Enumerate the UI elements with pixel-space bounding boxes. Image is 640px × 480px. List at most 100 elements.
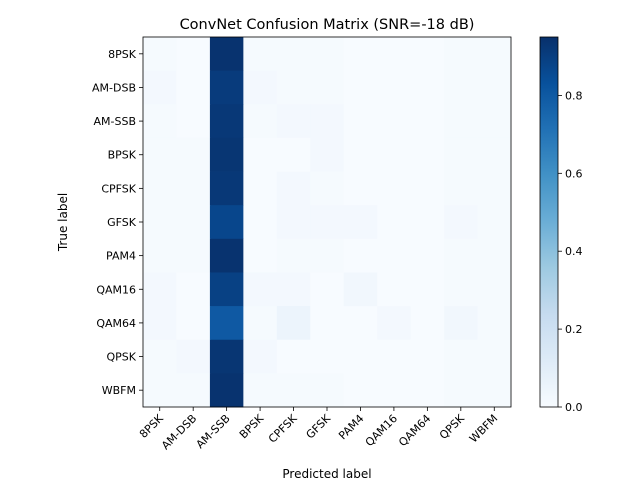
- heatmap-cell-CPFSK-QAM64: [410, 171, 445, 206]
- y-tick-label: AM-DSB: [92, 81, 136, 94]
- heatmap-cell-AM-DSB-QPSK: [444, 70, 478, 105]
- heatmap-cell-AM-SSB-AM-DSB: [176, 104, 211, 139]
- heatmap-cell-QAM64-GFSK: [310, 306, 345, 341]
- heatmap-cell-PAM4-PAM4: [343, 238, 378, 273]
- heatmap-cell-AM-DSB-AM-SSB: [209, 70, 244, 105]
- y-axis-label: True label: [56, 193, 70, 252]
- heatmap-cell-BPSK-AM-DSB: [176, 137, 211, 172]
- y-tick-label: CPFSK: [101, 182, 136, 195]
- heatmap-cell-AM-SSB-BPSK: [243, 104, 278, 139]
- y-tick-label: AM-SSB: [94, 115, 137, 128]
- heatmap-cell-BPSK-QAM16: [377, 137, 412, 172]
- heatmap-cell-AM-SSB-8PSK: [143, 104, 177, 139]
- heatmap-cell-PAM4-CPFSK: [276, 238, 311, 273]
- heatmap-cell-QPSK-GFSK: [310, 339, 345, 374]
- heatmap-cell-AM-SSB-CPFSK: [276, 104, 311, 139]
- heatmap-cell-QPSK-AM-DSB: [176, 339, 211, 374]
- heatmap-cell-QAM16-AM-SSB: [209, 272, 244, 307]
- heatmap-cell-QAM16-PAM4: [343, 272, 378, 307]
- heatmap-cell-8PSK-BPSK: [243, 37, 278, 72]
- heatmap-cell-QPSK-8PSK: [143, 339, 177, 374]
- heatmap-cell-QAM64-QAM16: [377, 306, 412, 341]
- heatmap-cell-GFSK-WBFM: [477, 205, 512, 240]
- heatmap-cell-8PSK-GFSK: [310, 37, 345, 72]
- heatmap-cell-QAM64-QPSK: [444, 306, 478, 341]
- x-tick-label: WBFM: [467, 412, 500, 445]
- heatmap-cell-BPSK-BPSK: [243, 137, 278, 172]
- heatmap-cell-CPFSK-BPSK: [243, 171, 278, 206]
- y-tick-label: WBFM: [102, 384, 136, 397]
- x-tick-label: QAM64: [396, 412, 433, 449]
- heatmap-cell-CPFSK-PAM4: [343, 171, 378, 206]
- heatmap-cell-AM-SSB-QAM16: [377, 104, 412, 139]
- heatmap-cell-WBFM-GFSK: [310, 373, 345, 408]
- heatmap-cell-CPFSK-AM-DSB: [176, 171, 211, 206]
- heatmap-cell-8PSK-QPSK: [444, 37, 478, 72]
- x-tick-label: CPFSK: [266, 411, 300, 445]
- heatmap-cell-PAM4-QAM64: [410, 238, 445, 273]
- heatmap-cell-AM-DSB-QAM16: [377, 70, 412, 105]
- heatmap-cell-QAM64-PAM4: [343, 306, 378, 341]
- heatmap-cell-GFSK-GFSK: [310, 205, 345, 240]
- y-tick-label: QAM16: [96, 283, 136, 296]
- heatmap-cell-QPSK-QPSK: [444, 339, 478, 374]
- heatmap-cell-BPSK-QAM64: [410, 137, 445, 172]
- heatmap-cell-QAM16-8PSK: [143, 272, 177, 307]
- heatmap-cell-PAM4-AM-SSB: [209, 238, 244, 273]
- heatmap-cell-AM-SSB-AM-SSB: [209, 104, 244, 139]
- x-tick-label: QPSK: [437, 411, 468, 442]
- heatmap-cell-AM-DSB-WBFM: [477, 70, 512, 105]
- heatmap-cell-QAM64-AM-SSB: [209, 306, 244, 341]
- heatmap-cell-AM-DSB-PAM4: [343, 70, 378, 105]
- heatmap-cell-CPFSK-GFSK: [310, 171, 345, 206]
- heatmap-cell-AM-SSB-WBFM: [477, 104, 512, 139]
- heatmap-cell-CPFSK-WBFM: [477, 171, 512, 206]
- x-tick-label: BPSK: [237, 411, 267, 441]
- heatmap-cell-QAM64-CPFSK: [276, 306, 311, 341]
- colorbar-tick-label: 0.0: [565, 401, 583, 414]
- heatmap-cell-AM-SSB-PAM4: [343, 104, 378, 139]
- colorbar-tick-label: 0.4: [565, 245, 583, 258]
- heatmap-cell-QAM64-BPSK: [243, 306, 278, 341]
- heatmap-cell-WBFM-QAM64: [410, 373, 445, 408]
- heatmap-cell-WBFM-AM-DSB: [176, 373, 211, 408]
- y-tick-label: PAM4: [106, 250, 136, 263]
- heatmap-cell-GFSK-QAM16: [377, 205, 412, 240]
- y-axis-ticks: 8PSK AM-DSB AM-SSB BPSK CPFSK GFSK PAM4 QAM16 QA…: [92, 48, 143, 397]
- heatmap-cell-GFSK-AM-SSB: [209, 205, 244, 240]
- heatmap-cell-QAM16-QAM64: [410, 272, 445, 307]
- heatmap-cell-AM-SSB-GFSK: [310, 104, 345, 139]
- heatmap-cell-QPSK-AM-SSB: [209, 339, 244, 374]
- heatmap-cell-AM-DSB-8PSK: [143, 70, 177, 105]
- heatmap-cell-8PSK-CPFSK: [276, 37, 311, 72]
- heatmap-cell-8PSK-QAM64: [410, 37, 445, 72]
- heatmap-cell-QAM16-CPFSK: [276, 272, 311, 307]
- heatmap-cell-PAM4-AM-DSB: [176, 238, 211, 273]
- heatmap-cell-BPSK-PAM4: [343, 137, 378, 172]
- heatmap-cell-8PSK-AM-SSB: [209, 37, 244, 72]
- heatmap-cell-GFSK-QAM64: [410, 205, 445, 240]
- colorbar: [539, 36, 559, 408]
- heatmap-cell-8PSK-PAM4: [343, 37, 378, 72]
- y-tick-label: GFSK: [107, 216, 137, 229]
- heatmap-cell-GFSK-CPFSK: [276, 205, 311, 240]
- heatmap-cell-PAM4-GFSK: [310, 238, 345, 273]
- heatmap-cell-CPFSK-AM-SSB: [209, 171, 244, 206]
- heatmap-cell-PAM4-WBFM: [477, 238, 512, 273]
- y-tick-label: BPSK: [108, 149, 137, 162]
- heatmap-cell-QAM64-8PSK: [143, 306, 177, 341]
- heatmap-cell-QAM64-WBFM: [477, 306, 512, 341]
- heatmap-cell-BPSK-QPSK: [444, 137, 478, 172]
- heatmap-cell-QPSK-WBFM: [477, 339, 512, 374]
- heatmap-cells: [143, 37, 512, 408]
- heatmap-cell-GFSK-QPSK: [444, 205, 478, 240]
- heatmap-cell-QAM64-AM-DSB: [176, 306, 211, 341]
- heatmap-cell-GFSK-8PSK: [143, 205, 177, 240]
- heatmap-cell-BPSK-8PSK: [143, 137, 177, 172]
- x-tick-label: QAM16: [363, 412, 400, 449]
- heatmap-cell-8PSK-8PSK: [143, 37, 177, 72]
- heatmap-cell-AM-SSB-QAM64: [410, 104, 445, 139]
